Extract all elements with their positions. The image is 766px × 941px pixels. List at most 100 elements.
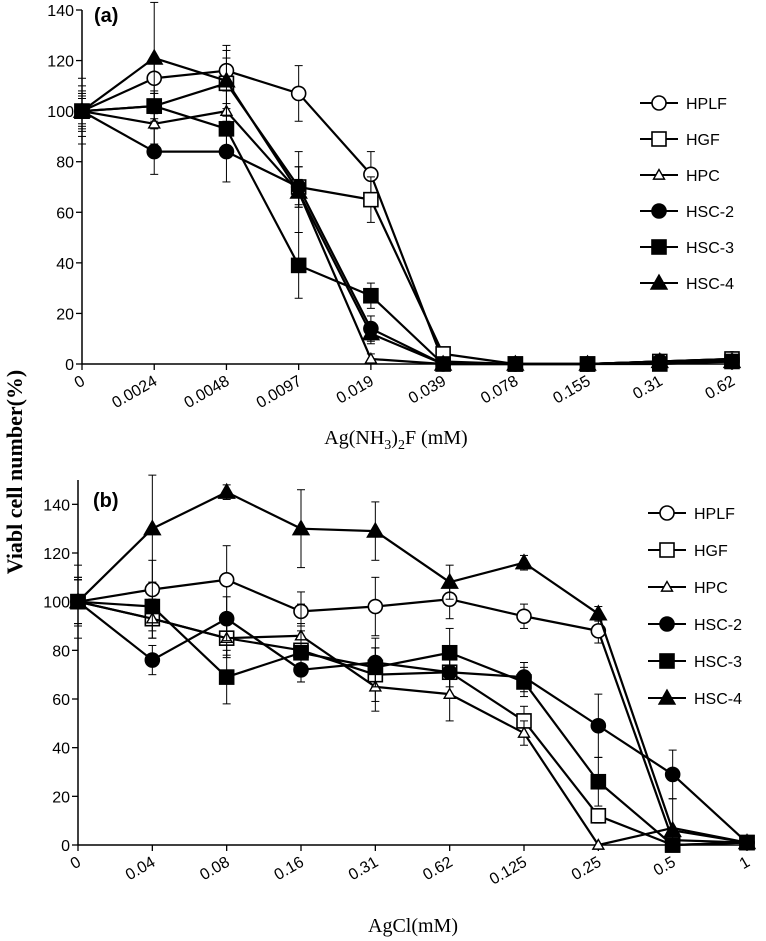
a-point-hsc-3 bbox=[218, 121, 235, 137]
a-point-hsc-4 bbox=[217, 71, 236, 88]
a-point-hsc-4 bbox=[578, 354, 597, 371]
b-point-hsc-4 bbox=[291, 519, 311, 536]
b-legend-marker-hsc-2 bbox=[659, 616, 675, 632]
a-point-hpc bbox=[364, 352, 378, 364]
b-point-hpc bbox=[442, 687, 457, 699]
b-panel-label: (b) bbox=[93, 490, 119, 512]
a-point-hsc-2 bbox=[146, 143, 163, 160]
b-point-hsc-4 bbox=[68, 592, 88, 609]
b-legend-label-hsc-4: HSC-4 bbox=[694, 691, 742, 708]
a-point-hsc-4 bbox=[722, 352, 742, 369]
a-legend-label-hsc-3: HSC-3 bbox=[686, 240, 734, 257]
b-point-hsc-4 bbox=[366, 521, 385, 538]
a-y-tick-label: 120 bbox=[47, 54, 74, 71]
a-line-hsc-4 bbox=[81, 56, 732, 366]
panel-a-chart: 0 20 40 60 80 100 120 140 0 0.0024 0.0048 0.0097 0.0… bbox=[47, 1, 742, 412]
b-series-hsc-3 bbox=[70, 579, 755, 853]
b-point-hsc-2 bbox=[144, 652, 161, 668]
b-point-hgf bbox=[590, 807, 607, 824]
b-legend-marker-hgf bbox=[659, 542, 675, 558]
b-legend-label-hplf: HPLF bbox=[694, 506, 735, 523]
b-point-hsc-4 bbox=[663, 820, 682, 838]
b-point-hsc-3 bbox=[218, 669, 235, 685]
a-x-tick-label: 0.31 bbox=[630, 373, 666, 403]
b-line-hsc-4 bbox=[77, 491, 748, 844]
b-y-tick-label: 140 bbox=[43, 497, 70, 514]
b-legend-marker-hsc-4 bbox=[657, 688, 677, 705]
b-y-tick-label: 80 bbox=[52, 643, 70, 660]
shared-y-axis-label: Viabl cell number(%) bbox=[2, 370, 27, 575]
a-legend-marker-hgf bbox=[651, 131, 667, 147]
a-legend-label-hsc-4: HSC-4 bbox=[686, 276, 734, 293]
b-x-tick-label: 1 bbox=[737, 854, 753, 873]
b-point-hsc-4 bbox=[143, 519, 162, 536]
b-legend-label-hsc-3: HSC-3 bbox=[694, 654, 742, 671]
b-legend-label-hgf: HGF bbox=[694, 543, 728, 560]
b-series-hpc bbox=[71, 576, 754, 850]
b-y-tick-label: 100 bbox=[43, 595, 70, 612]
a-legend: HPLF HGF HPC HSC-2 HSC-3 HSC-4 bbox=[640, 95, 734, 293]
a-point-hgf bbox=[363, 191, 379, 208]
a-legend-marker-hsc-2 bbox=[651, 203, 667, 219]
b-x-tick-label: 0 bbox=[68, 854, 84, 873]
b-x-tick-label: 0.125 bbox=[487, 854, 530, 889]
b-y-tick-label: 20 bbox=[52, 789, 70, 806]
panel-a-x-axis-label: Ag(NH3)2F (mM) bbox=[324, 427, 467, 453]
a-series-hsc-2 bbox=[74, 77, 740, 372]
a-y-tick-label: 60 bbox=[56, 205, 74, 222]
b-point-hsc-4 bbox=[514, 553, 534, 570]
a-line-hsc-2 bbox=[81, 110, 732, 366]
b-y-tick-label: 0 bbox=[61, 838, 70, 855]
a-series-hpc bbox=[75, 85, 739, 369]
b-point-hpc bbox=[517, 726, 531, 738]
b-point-hsc-3 bbox=[516, 674, 532, 690]
b-series-hgf bbox=[70, 576, 755, 853]
a-x-tick-label: 0.078 bbox=[478, 373, 521, 408]
b-series-hsc-4 bbox=[68, 474, 757, 850]
a-point-hpc bbox=[147, 116, 161, 129]
b-x-tick-label: 0.25 bbox=[569, 854, 605, 884]
b-legend-marker-hpc bbox=[660, 580, 674, 592]
b-point-hplf bbox=[367, 598, 384, 615]
a-series-hgf bbox=[74, 57, 740, 372]
b-point-hsc-3 bbox=[664, 837, 681, 853]
b-line-hgf bbox=[77, 600, 748, 847]
b-point-hplf bbox=[218, 571, 235, 588]
b-point-hsc-4 bbox=[440, 572, 459, 589]
b-x-tick-label: 0.5 bbox=[651, 854, 679, 880]
a-x-tick-label: 0 bbox=[72, 373, 88, 392]
a-y-tick-label: 100 bbox=[47, 104, 74, 121]
b-point-hsc-2 bbox=[590, 717, 607, 734]
a-x-tick-label: 0.0097 bbox=[254, 373, 305, 412]
b-x-tick-label: 0.04 bbox=[123, 854, 159, 884]
b-point-hsc-3 bbox=[144, 598, 161, 615]
a-legend-label-hsc-2: HSC-2 bbox=[686, 204, 734, 221]
b-y-tick-label: 40 bbox=[52, 741, 70, 758]
b-line-hsc-2 bbox=[77, 600, 748, 844]
a-point-hsc-4 bbox=[506, 354, 525, 371]
b-point-hpc bbox=[591, 838, 606, 850]
b-x-tick-label: 0.62 bbox=[420, 854, 456, 884]
b-line-hpc bbox=[77, 600, 748, 847]
a-point-hsc-4 bbox=[361, 324, 381, 341]
panel-b-chart: 0 20 40 60 80 100 120 140 0 0.04 0.08 0.16 0.31 0.62 0… bbox=[43, 474, 757, 889]
a-x-tick-label: 0.0024 bbox=[109, 373, 160, 412]
a-x-tick-label: 0.62 bbox=[703, 373, 739, 403]
b-series-hsc-2 bbox=[70, 579, 755, 851]
b-point-hsc-3 bbox=[367, 659, 384, 676]
panel-b-x-axis-label: AgCl(mM) bbox=[368, 915, 458, 937]
a-legend-marker-hpc bbox=[652, 168, 666, 180]
a-point-hsc-4 bbox=[650, 352, 669, 369]
a-y-tick-label: 20 bbox=[56, 306, 74, 323]
b-point-hsc-3 bbox=[590, 773, 607, 790]
a-y-tick-label: 80 bbox=[56, 155, 74, 172]
a-x-tick-label: 0.039 bbox=[406, 373, 449, 408]
b-x-tick-label: 0.31 bbox=[346, 854, 382, 884]
b-line-hsc-3 bbox=[77, 600, 748, 847]
a-point-hsc-3 bbox=[363, 287, 379, 304]
a-point-hsc-3 bbox=[290, 257, 307, 274]
a-panel-label: (a) bbox=[94, 5, 118, 27]
a-line-hsc-3 bbox=[81, 104, 733, 366]
a-series-hsc-4 bbox=[72, 1, 742, 371]
a-point-hsc-4 bbox=[72, 101, 92, 118]
